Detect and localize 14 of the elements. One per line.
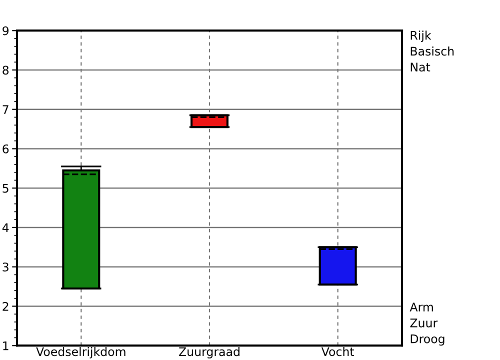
- y-tick-label: 1: [3, 341, 8, 350]
- y-tick-label: 9: [2, 26, 9, 36]
- x-tick-label: Voedselrijkdom: [36, 346, 126, 358]
- text: Rijk Basisch Nat: [410, 30, 454, 72]
- y-tick-label: 3: [2, 262, 8, 272]
- y-tick-label: 6: [2, 144, 9, 154]
- x-tick-label: Vocht: [321, 346, 354, 356]
- text: Arm Zuur Droog: [410, 302, 444, 346]
- x-tick-label: Zuurgraad: [179, 346, 240, 358]
- y-tick-label: 8: [2, 66, 9, 75]
- y-tick-label: 2: [2, 302, 8, 311]
- y-tick-label: 5: [2, 184, 8, 193]
- y-tick-label: 4: [2, 223, 9, 232]
- y-tick-label: 7: [2, 105, 8, 114]
